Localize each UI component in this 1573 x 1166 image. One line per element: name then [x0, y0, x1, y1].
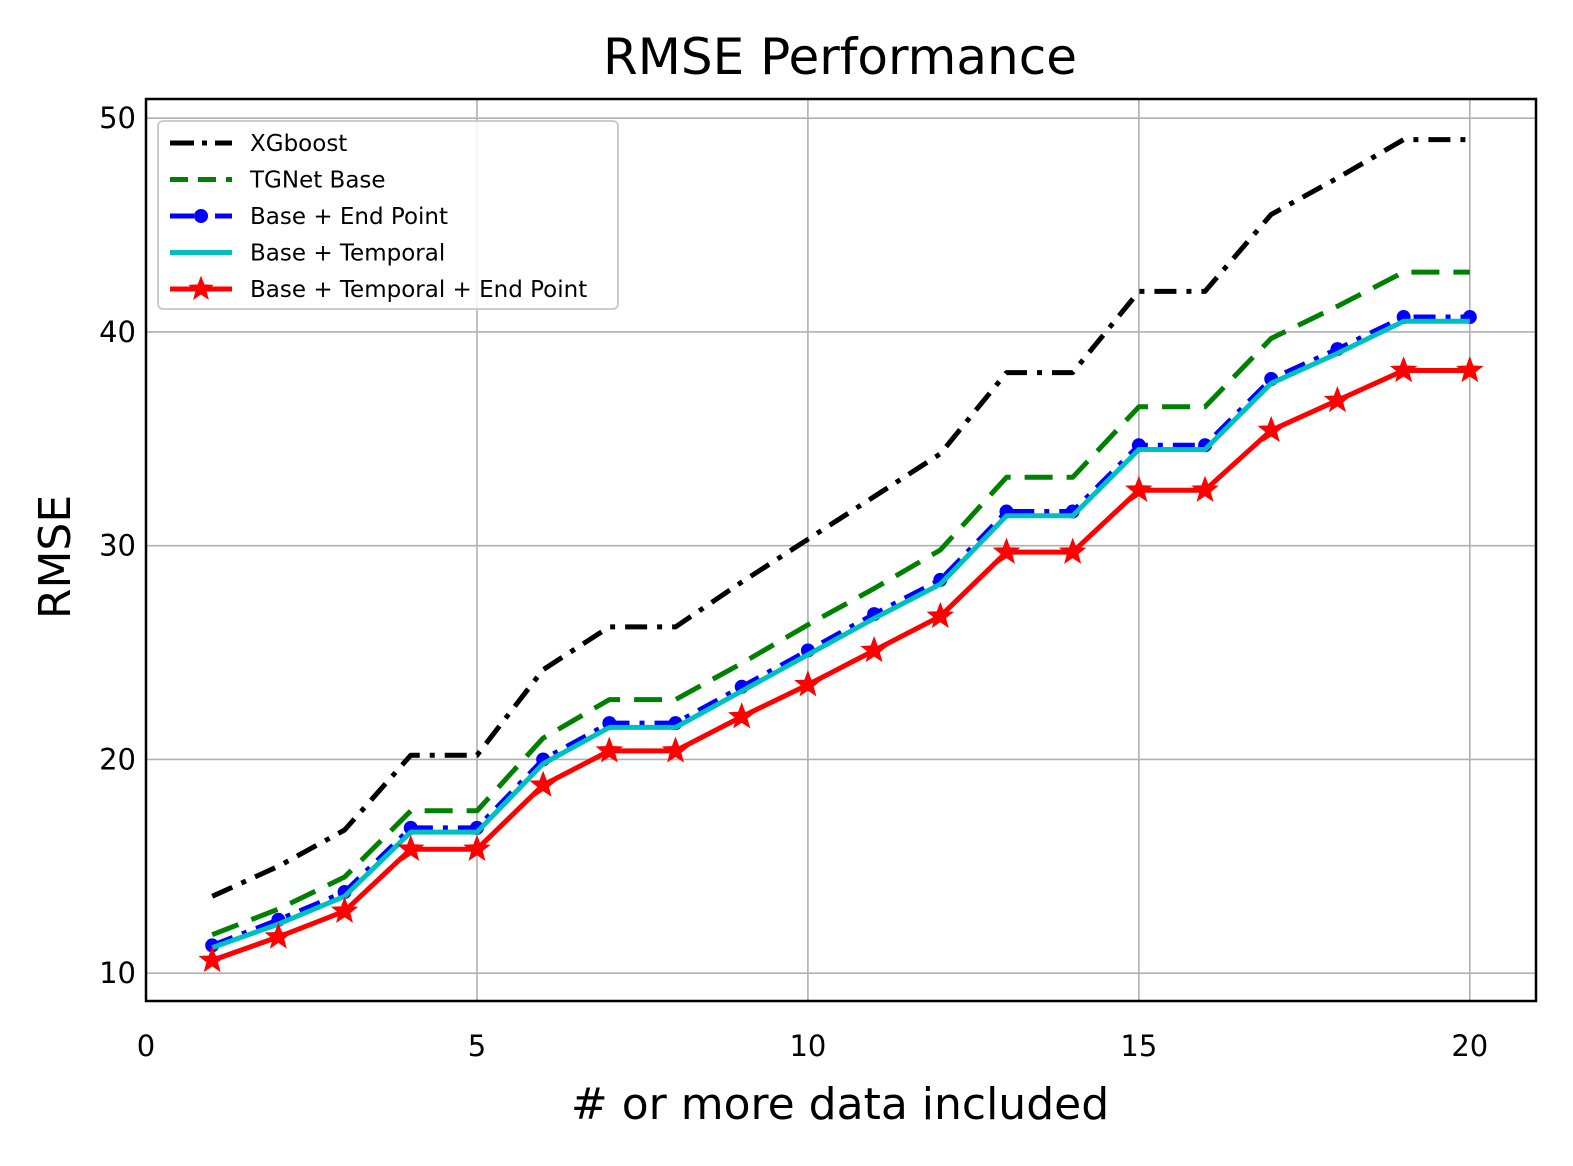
x-tick-label: 20: [1451, 1029, 1488, 1063]
legend-entry-base-end-point: Base + End Point: [170, 204, 448, 230]
chart-title: RMSE Performance: [603, 28, 1077, 86]
data-point-base-temporal-end-point: [463, 834, 491, 861]
series-line-base-end-point: [211, 314, 1470, 948]
series-line-xgboost: [211, 137, 1470, 899]
y-tick-label: 30: [99, 529, 136, 563]
legend: XGboost TGNet Base Base + End Point Base + …: [157, 120, 619, 310]
series-tgnet-base: [211, 269, 1470, 938]
series-layer: [198, 137, 1484, 973]
x-tick-label: 0: [137, 1029, 155, 1063]
data-point-base-temporal-end-point: [1125, 475, 1153, 502]
legend-entry-base-temporal: Base + Temporal: [170, 241, 445, 267]
legend-box: [157, 120, 619, 310]
series-base-temporal-end-point: [198, 356, 1484, 973]
legend-label-xgboost: XGboost: [250, 131, 347, 157]
data-point-base-temporal-end-point: [1389, 356, 1418, 383]
series-base-temporal: [211, 318, 1470, 950]
data-point-base-temporal-end-point: [1323, 385, 1352, 413]
data-point-base-temporal-end-point: [860, 636, 888, 663]
data-point-base-temporal-end-point: [992, 537, 1021, 564]
data-point-base-temporal-end-point: [264, 922, 293, 949]
x-tick-label: 10: [789, 1029, 826, 1063]
data-point-base-temporal-end-point: [1058, 537, 1087, 564]
series-base-end-point: [205, 310, 1477, 953]
tick-labels: 0 5 10 15 20 10 20 30 40 50: [99, 101, 1488, 1063]
series-line-base-temporal: [211, 318, 1470, 950]
legend-marker-base-end-point: [194, 209, 208, 223]
legend-label-base-temporal: Base + Temporal: [250, 241, 445, 267]
series-line-base-temporal-end-point: [211, 368, 1470, 963]
legend-entry-base-temporal-end-point: Base + Temporal + End Point: [170, 275, 587, 303]
data-point-base-temporal-end-point: [1191, 475, 1219, 502]
data-point-base-temporal-end-point: [1257, 415, 1285, 442]
x-tick-label: 15: [1120, 1029, 1157, 1063]
y-tick-label: 40: [99, 315, 136, 349]
legend-label-base-temporal-end-point: Base + Temporal + End Point: [250, 277, 587, 303]
data-point-base-temporal-end-point: [926, 601, 954, 628]
legend-label-tgnet-base: TGNet Base: [249, 168, 386, 194]
data-point-base-temporal-end-point: [529, 770, 557, 797]
x-axis-label: # or more data included: [571, 1079, 1109, 1130]
legend-entry-xgboost: XGboost: [170, 131, 347, 157]
series-line-tgnet-base: [211, 269, 1470, 938]
data-point-base-temporal-end-point: [794, 670, 822, 697]
y-tick-label: 50: [99, 101, 136, 135]
legend-marker-base-temporal-end-point: [188, 275, 214, 300]
plot-frame: [144, 97, 1538, 1003]
data-point-base-temporal-end-point: [330, 896, 359, 923]
data-point-base-temporal-end-point: [595, 736, 624, 763]
y-tick-label: 10: [99, 956, 136, 990]
data-point-base-temporal-end-point: [198, 945, 226, 973]
data-point-base-temporal-end-point: [661, 736, 690, 763]
y-axis-label: RMSE: [30, 495, 81, 619]
series-xgboost: [211, 137, 1470, 899]
y-tick-label: 20: [99, 742, 136, 776]
data-point-base-temporal-end-point: [728, 702, 756, 729]
legend-label-base-end-point: Base + End Point: [250, 204, 448, 230]
legend-entry-tgnet-base: TGNet Base: [170, 168, 386, 194]
data-point-base-temporal-end-point: [397, 834, 425, 861]
x-tick-label: 5: [468, 1029, 486, 1063]
data-point-base-temporal-end-point: [1456, 356, 1484, 383]
